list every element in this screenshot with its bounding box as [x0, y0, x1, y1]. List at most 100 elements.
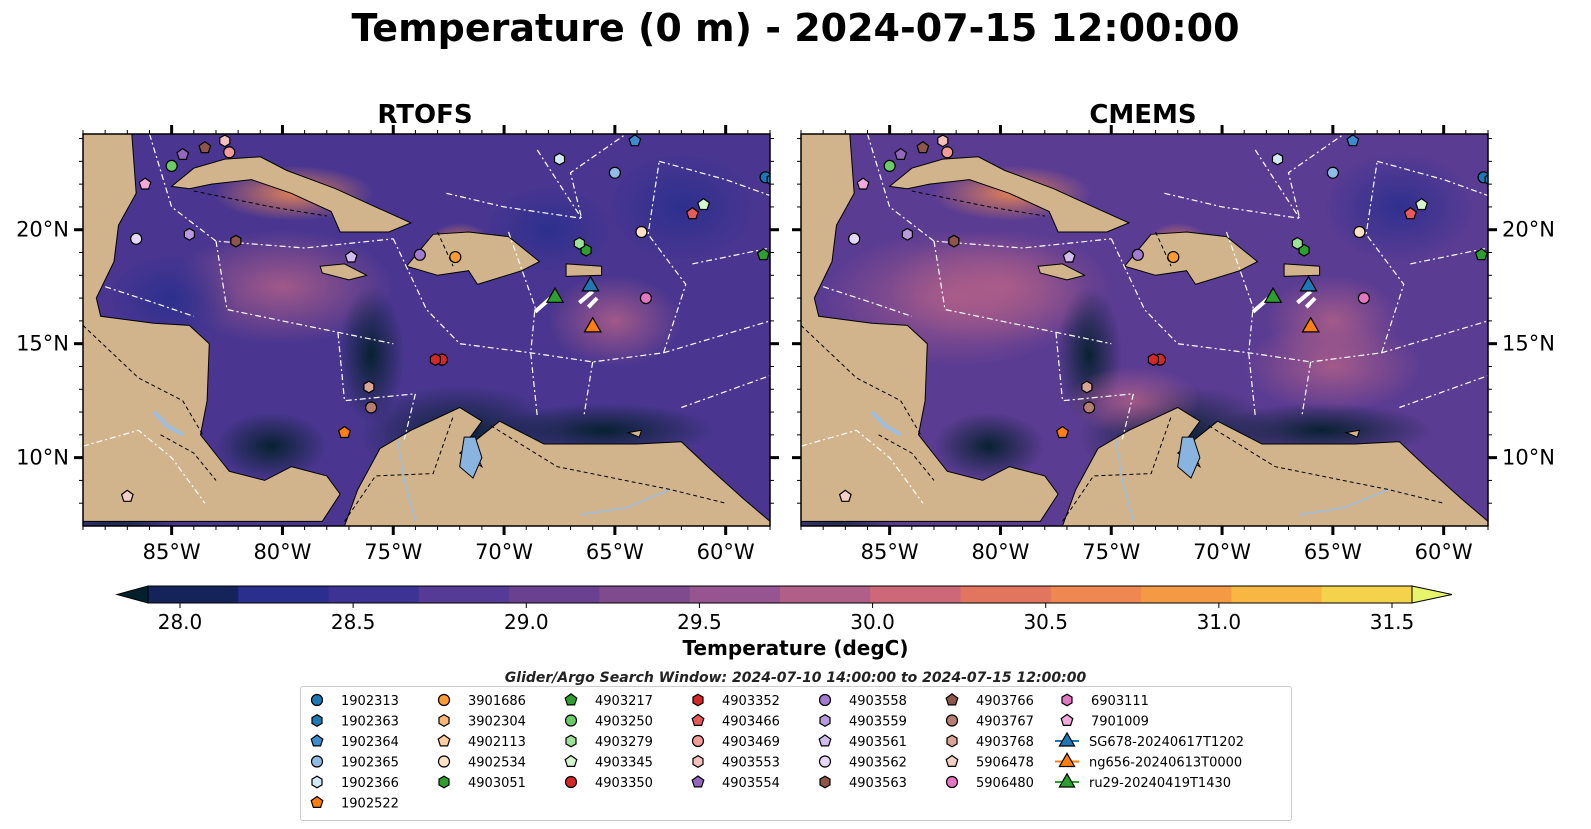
- land: [626, 429, 643, 438]
- legend-marker-4903466: [691, 713, 705, 727]
- float-marker-4903767: [364, 401, 378, 414]
- eez-boundary: [681, 375, 770, 409]
- country-border: [83, 325, 204, 436]
- legend-marker-4903217: [564, 693, 578, 706]
- legend-label: 4903352: [722, 694, 780, 709]
- legend-marker-1902313: [310, 693, 324, 707]
- eez-boundary: [1410, 247, 1488, 265]
- float-marker-4903768: [363, 380, 375, 394]
- float-marker-1902365: [608, 166, 621, 179]
- temperature-anomaly: [603, 149, 759, 264]
- temperature-anomaly: [933, 412, 1045, 481]
- legend-label: 4903561: [849, 735, 907, 750]
- float-marker-4903554: [894, 147, 908, 160]
- float-marker-4903767: [1082, 401, 1096, 414]
- eez-boundary: [215, 241, 394, 345]
- legend-label: 4903350: [595, 776, 653, 791]
- legend-marker-4903767: [945, 714, 959, 727]
- colorbar-tick-label: 29.5: [677, 610, 722, 634]
- colorbar-segment: [1141, 586, 1232, 603]
- float-marker-4903558: [413, 248, 426, 261]
- glider-track: [578, 289, 595, 305]
- colorbar-tick-label: 28.0: [158, 610, 203, 634]
- eez-boundary: [583, 361, 594, 417]
- legend-marker-4903558: [818, 693, 832, 707]
- map-frame: [800, 133, 1489, 527]
- legend-marker-4903350: [564, 775, 578, 789]
- legend-marker-4903352: [692, 693, 704, 707]
- float-marker-4903563: [230, 234, 242, 248]
- panel-title-cmems: CMEMS: [1089, 100, 1197, 130]
- float-marker-4903559: [901, 227, 914, 241]
- colorbar-tick-label: 30.0: [850, 610, 895, 634]
- lake-nicaragua: [152, 410, 184, 437]
- land: [319, 263, 369, 281]
- legend-label: 1902365: [341, 756, 399, 771]
- float-marker-4903217: [756, 247, 770, 261]
- float-marker-4903766: [198, 140, 212, 154]
- land: [405, 231, 541, 285]
- colorbar-tick-label: 31.0: [1197, 610, 1242, 634]
- legend-label: 4902534: [468, 756, 526, 771]
- eez-boundary: [933, 241, 1112, 345]
- country-border: [1062, 416, 1172, 522]
- legend-marker-5906478: [945, 754, 959, 768]
- legend-label: 4903345: [595, 756, 653, 771]
- eez-boundary: [1365, 161, 1405, 353]
- temperature-anomaly: [548, 275, 682, 367]
- country-border: [911, 190, 1045, 217]
- float-marker-4903279: [573, 236, 586, 250]
- legend-marker-4903345: [564, 754, 578, 768]
- legend-marker-4903559: [819, 714, 831, 727]
- float-marker-4903766: [916, 140, 930, 154]
- country-border: [193, 190, 327, 217]
- eez-boundary: [1301, 361, 1312, 417]
- legend-marker-7901009: [1060, 713, 1074, 727]
- legend-marker-4903561: [818, 734, 832, 747]
- eez-boundary: [392, 238, 664, 363]
- lon-tick-label: 80°W: [253, 540, 311, 564]
- eez-boundary: [823, 286, 912, 317]
- float-marker-4903345: [1415, 197, 1429, 211]
- lat-tick-label: 15°N: [1502, 332, 1555, 356]
- glider-track: [1304, 296, 1317, 309]
- float-marker-1902364: [628, 134, 642, 147]
- colorbar-segment: [689, 586, 781, 603]
- colorbar-segment: [780, 586, 871, 603]
- colorbar-segment: [1050, 586, 1142, 603]
- float-marker-4903561: [1062, 250, 1076, 263]
- legend-marker-4903562: [818, 755, 832, 768]
- legend-marker-1902363: [311, 714, 323, 727]
- colorbar-tick-label: 30.5: [1023, 610, 1068, 634]
- eez-boundary: [801, 429, 924, 504]
- legend-marker-3901686: [437, 693, 451, 707]
- colorbar-segment: [1231, 586, 1323, 603]
- legend-label: 1902313: [341, 694, 399, 709]
- lat-tick-label: 15°N: [16, 332, 69, 356]
- legend-marker-4903250: [564, 714, 578, 727]
- float-marker-4903250: [883, 159, 896, 173]
- eez-boundary: [692, 247, 770, 265]
- colorbar-segment: [148, 586, 239, 603]
- lake-nicaragua: [870, 410, 902, 437]
- country-border: [160, 434, 217, 481]
- legend-label: 4903766: [976, 694, 1034, 709]
- legend-marker-4902113: [437, 734, 451, 747]
- legend-label: 5906480: [976, 776, 1034, 791]
- country-border: [490, 425, 726, 504]
- eez-boundary: [1381, 320, 1488, 354]
- lon-tick-label: 60°W: [697, 540, 755, 564]
- main-title: Temperature (0 m) - 2024-07-15 12:00:00: [351, 6, 1240, 50]
- eez-boundary: [105, 286, 194, 317]
- colorbar-segment: [1321, 586, 1413, 603]
- legend-label: 3901686: [468, 694, 526, 709]
- colorbar-frame: [147, 585, 1413, 604]
- legend-label: ng656-20240613T0000: [1089, 756, 1242, 771]
- lon-tick-label: 70°W: [1193, 540, 1251, 564]
- float-marker-7901009: [138, 177, 152, 190]
- legend-label: 4903562: [849, 756, 907, 771]
- legend-marker-4903766: [945, 693, 959, 706]
- land: [1037, 263, 1087, 281]
- land: [83, 134, 341, 522]
